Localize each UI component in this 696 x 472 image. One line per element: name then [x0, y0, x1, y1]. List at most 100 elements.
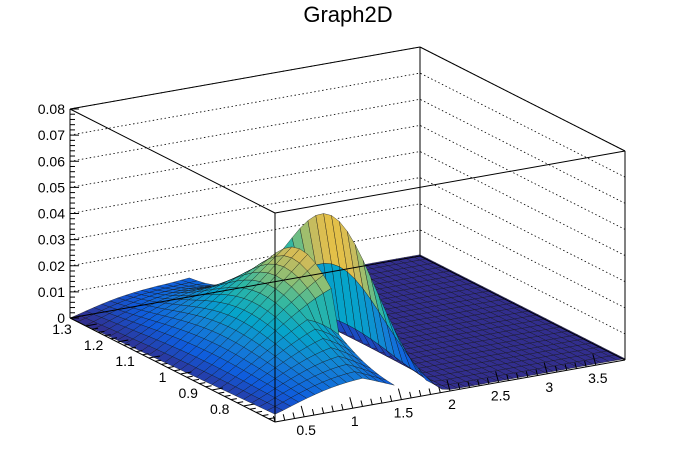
x-minor-tick — [331, 405, 334, 412]
y-tick — [211, 387, 224, 391]
x-tick — [300, 405, 305, 417]
x-minor-tick — [273, 415, 276, 423]
frame-edge — [69, 255, 421, 319]
y-minor-tick — [249, 407, 256, 410]
x-minor-tick — [321, 407, 325, 414]
frame-edge — [69, 317, 276, 423]
z-gridline — [69, 72, 626, 178]
y-minor-tick — [155, 359, 162, 362]
y-tick-label: 1.3 — [52, 321, 72, 337]
y-minor-tick — [123, 343, 130, 346]
x-tick-label: 3 — [545, 379, 553, 395]
z-tick-label: 0.06 — [38, 153, 65, 169]
y-minor-tick — [104, 334, 111, 337]
x-minor-tick — [486, 377, 490, 385]
x-tick — [397, 388, 402, 400]
x-minor-tick — [341, 403, 344, 411]
y-minor-tick — [224, 394, 231, 397]
y-minor-tick — [186, 375, 193, 378]
x-minor-tick — [584, 360, 587, 368]
x-minor-tick — [418, 390, 422, 397]
x-minor-tick — [428, 388, 432, 395]
x-minor-tick — [564, 364, 568, 371]
x-tick — [592, 354, 597, 366]
x-minor-tick — [370, 398, 373, 405]
x-tick-label: 3.5 — [588, 370, 608, 386]
x-minor-tick — [506, 374, 509, 381]
y-minor-tick — [167, 366, 174, 369]
frame-edge — [419, 46, 626, 152]
x-minor-tick — [389, 395, 393, 402]
y-minor-tick — [98, 330, 105, 333]
z-gridline — [69, 229, 626, 335]
y-minor-tick — [237, 401, 244, 404]
z-gridline — [69, 98, 626, 204]
surface-cell — [378, 377, 395, 386]
x-tick-label: 1.5 — [394, 405, 414, 421]
x-minor-tick — [311, 408, 315, 416]
x-minor-tick — [525, 371, 529, 378]
y-minor-tick — [218, 391, 225, 394]
x-minor-tick — [535, 369, 538, 376]
y-tick — [180, 371, 192, 375]
frame-edge — [69, 46, 421, 110]
x-tick-label: 1 — [351, 413, 359, 429]
z-gridline — [69, 177, 626, 282]
frame-edge — [419, 255, 626, 361]
x-minor-tick — [409, 391, 412, 399]
y-tick-label: 0.9 — [178, 385, 198, 401]
x-tick — [495, 371, 500, 383]
z-tick-label: 0.05 — [38, 179, 65, 195]
z-tick-label: 0.07 — [38, 127, 65, 143]
y-minor-tick — [255, 410, 263, 413]
x-tick-label: 2 — [448, 396, 456, 412]
axes: 0 0.01 0.02 0.03 0.04 0.05 0.06 0.07 0.08 0.8 0.9 1… — [38, 101, 608, 438]
z-tick-label: 0.02 — [38, 258, 65, 274]
surface — [69, 213, 626, 415]
y-minor-tick — [230, 398, 237, 401]
y-minor-tick — [91, 327, 99, 330]
z-tick-label: 0 — [57, 310, 65, 326]
y-minor-tick — [142, 353, 149, 356]
y-minor-tick — [205, 385, 212, 388]
x-tick — [543, 362, 548, 374]
y-tick — [148, 355, 160, 359]
y-minor-tick — [129, 346, 137, 349]
y-tick-label: 1.2 — [84, 337, 104, 353]
x-minor-tick — [554, 365, 558, 373]
y-minor-tick — [161, 362, 168, 365]
frame-edge — [274, 150, 626, 214]
z-gridline — [69, 124, 626, 230]
chart-title: Graph2D — [303, 2, 392, 27]
z-tick-label: 0.03 — [38, 232, 65, 248]
y-minor-tick — [136, 350, 143, 353]
z-tick-label: 0.01 — [38, 284, 65, 300]
z-tick-label: 0.08 — [38, 101, 65, 117]
y-tick — [243, 403, 255, 407]
x-minor-tick — [467, 381, 470, 388]
x-tick-label: 0.5 — [296, 422, 316, 438]
x-tick — [446, 379, 451, 392]
z-tick-label: 0.04 — [38, 206, 65, 222]
x-minor-tick — [282, 414, 286, 421]
y-tick — [117, 339, 129, 343]
x-minor-tick — [457, 383, 461, 390]
x-minor-tick — [438, 386, 441, 393]
y-minor-tick — [262, 414, 269, 417]
x-minor-tick — [477, 379, 480, 386]
y-minor-tick — [192, 378, 200, 381]
z-gridline — [69, 151, 626, 256]
y-minor-tick — [199, 382, 206, 385]
x-minor-tick — [292, 412, 295, 419]
x-tick-label: 2.5 — [491, 387, 511, 403]
y-tick — [85, 323, 97, 327]
x-minor-tick — [360, 400, 363, 407]
z-gridline — [69, 46, 626, 152]
y-minor-tick — [110, 337, 118, 340]
y-tick-label: 0.8 — [210, 401, 230, 417]
x-tick — [349, 397, 354, 409]
y-tick-label: 1.1 — [115, 353, 135, 369]
x-minor-tick — [574, 362, 577, 369]
y-minor-tick — [173, 369, 181, 372]
